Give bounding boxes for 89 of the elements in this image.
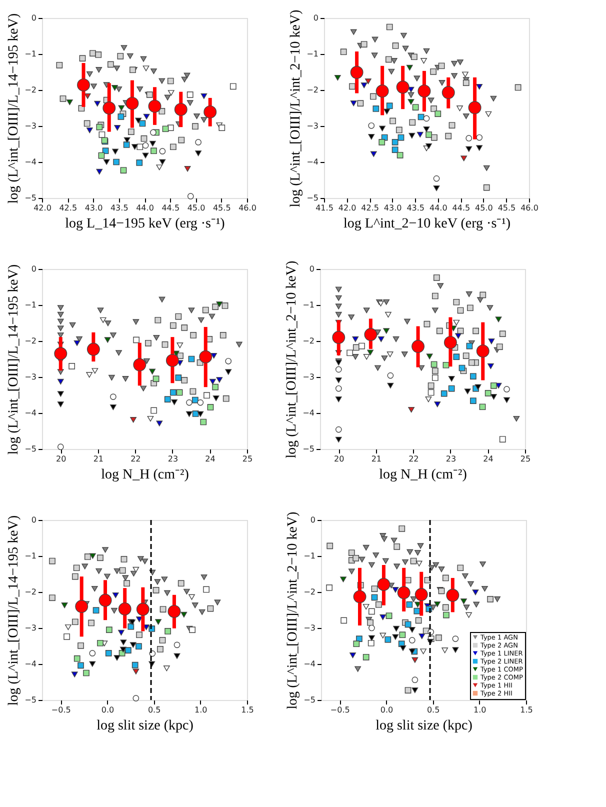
y-tick-label: −3 — [24, 122, 36, 130]
x-tick-label: 21 — [93, 454, 104, 464]
x-tick-label: 42.5 — [59, 204, 78, 212]
x-tick-label: 45.0 — [187, 204, 206, 212]
y-axis-title: log (L^int_[OIII]/L^int_2−10 keV) — [286, 511, 301, 710]
x-tick-label: 0.5 — [426, 706, 440, 714]
y-tick-label: −5 — [24, 194, 36, 202]
y-tick-label: −3 — [306, 122, 318, 130]
x-tick-label: 45.5 — [498, 204, 516, 212]
x-tick-label: 1.5 — [241, 706, 254, 714]
x-tick-label: 1.5 — [520, 706, 533, 714]
x-tick-label: 25 — [242, 454, 253, 464]
y-axis-title: log (L^int_[OIII]/L^int_2−10 keV) — [288, 9, 304, 208]
y-tick-label: −4 — [24, 158, 36, 166]
x-axis-title: log L_14−195 keV (erg ·s⁻¹) — [65, 216, 226, 232]
y-tick-label: −5 — [24, 444, 36, 454]
x-tick-label: 20 — [56, 454, 66, 464]
y-tick-label: −1 — [304, 552, 316, 560]
y-axis-title: log (L^int_[OIII]/L_14−195 keV) — [6, 515, 22, 706]
y-tick-label: −2 — [306, 86, 318, 94]
y-tick-label: −3 — [24, 372, 36, 382]
x-tick-label: 43.0 — [84, 204, 103, 212]
y-tick-label: 0 — [31, 516, 36, 524]
x-tick-label: 25 — [520, 454, 531, 464]
y-tick-label: −2 — [24, 336, 36, 346]
x-tick-label: 22 — [408, 454, 419, 464]
x-tick-label: 46.0 — [238, 204, 256, 212]
x-tick-label: 42.0 — [34, 204, 52, 212]
x-axis-title: log slit size (kpc) — [376, 718, 473, 734]
y-tick-label: −3 — [302, 372, 314, 382]
x-axis-title: log N_H (cm⁻²) — [379, 468, 468, 482]
y-tick-label: 0 — [31, 14, 36, 22]
x-tick-label: 46.0 — [520, 204, 538, 212]
x-tick-label: 1.0 — [474, 706, 486, 714]
x-tick-label: 21 — [371, 454, 382, 464]
y-tick-label: −5 — [306, 194, 318, 202]
y-tick-label: −2 — [24, 588, 36, 596]
y-tick-label: −2 — [302, 336, 314, 346]
y-tick-label: −1 — [24, 552, 36, 560]
y-tick-label: −5 — [24, 696, 36, 704]
y-tick-label: 0 — [310, 516, 316, 524]
y-tick-label: 0 — [309, 264, 314, 274]
x-tick-label: 0.5 — [148, 706, 161, 714]
x-tick-label: 42.0 — [338, 204, 356, 212]
x-tick-label: 24 — [483, 454, 494, 464]
y-tick-label: −5 — [304, 696, 316, 704]
y-tick-label: −1 — [306, 50, 318, 58]
x-tick-label: −0.5 — [330, 706, 350, 714]
x-axis-title: log L^int_2−10 keV (erg ·s⁻¹) — [343, 216, 511, 232]
y-axis-title: log (L^int_[OIII]/L_14−195 keV) — [6, 264, 22, 455]
x-tick-label: 23 — [446, 454, 456, 464]
y-tick-label: −4 — [24, 660, 36, 668]
y-tick-label: −3 — [304, 624, 316, 632]
y-tick-label: −2 — [24, 86, 36, 94]
y-tick-label: 0 — [313, 14, 318, 22]
x-tick-label: 1.0 — [194, 706, 208, 714]
y-tick-label: −4 — [302, 408, 314, 418]
x-tick-label: 42.5 — [361, 204, 379, 212]
x-tick-label: 43.5 — [406, 204, 425, 212]
x-tick-label: 45.5 — [212, 204, 231, 212]
y-tick-label: 0 — [31, 264, 36, 274]
y-tick-label: −1 — [302, 300, 314, 310]
y-tick-label: −4 — [24, 408, 36, 418]
x-tick-label: 22 — [130, 454, 141, 464]
y-tick-label: −1 — [24, 300, 36, 310]
x-tick-label: 24 — [205, 454, 216, 464]
y-tick-label: −4 — [304, 660, 316, 668]
y-axis-title: log (L^int_[OIII]/L_14−195 keV) — [6, 13, 22, 204]
y-tick-label: −2 — [304, 588, 316, 596]
x-tick-label: 43.5 — [110, 204, 128, 212]
x-tick-label: 44.0 — [429, 204, 448, 212]
x-tick-label: 44.5 — [452, 204, 470, 212]
y-tick-label: −5 — [302, 444, 314, 454]
x-axis-title: log N_H (cm⁻²) — [101, 468, 190, 482]
x-tick-label: 41.5 — [316, 204, 334, 212]
x-tick-label: 23 — [168, 454, 178, 464]
x-tick-label: 44.0 — [136, 204, 154, 212]
x-tick-label: 0.0 — [380, 706, 394, 714]
y-tick-label: −4 — [306, 158, 318, 166]
x-axis-title: log slit size (kpc) — [96, 718, 194, 734]
y-tick-label: −1 — [24, 50, 36, 58]
x-tick-label: 20 — [334, 454, 344, 464]
y-tick-label: −3 — [24, 624, 36, 632]
y-axis-title: log (L^int_[OIII]/L^int_2−10 keV) — [284, 260, 300, 458]
x-tick-label: −0.5 — [51, 706, 71, 714]
x-tick-label: 43.0 — [384, 204, 402, 212]
x-tick-label: 45.0 — [475, 204, 493, 212]
x-tick-label: 44.5 — [162, 204, 180, 212]
x-tick-label: 0.0 — [101, 706, 114, 714]
